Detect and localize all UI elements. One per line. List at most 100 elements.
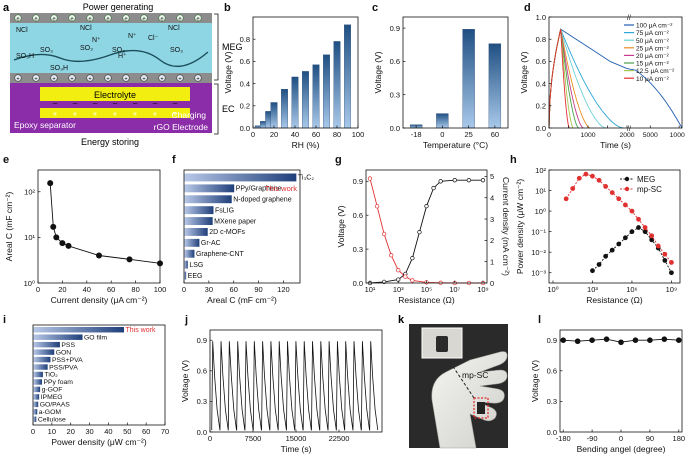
chart-f-bar	[184, 206, 214, 215]
plus-symbol: +	[73, 110, 78, 119]
electron-marker	[50, 14, 58, 22]
chart-e-point	[65, 242, 72, 249]
chart-d-legend-label: 12.5 μA cm⁻²	[636, 68, 675, 75]
chart-i-bar	[33, 416, 37, 422]
chart-g-voltage-line	[369, 179, 483, 284]
chart-i-bar	[33, 386, 41, 393]
chart-h-ytick-label: 10⁻²	[531, 248, 546, 257]
chart-g-xtick-label: 10³	[393, 285, 404, 294]
chart-h-point	[669, 260, 674, 265]
chart-c-xtick-label: -18	[411, 130, 422, 139]
chart-h-point	[609, 190, 615, 196]
chart-e-xtick-label: 20	[58, 285, 66, 294]
electron-symbol: e	[52, 16, 55, 22]
chart-i-xtick-label: 70	[161, 427, 169, 436]
electron-symbol: e	[16, 16, 19, 22]
chart-f-bar-label: LSG	[189, 262, 203, 269]
chart-b-xtick-label: 60	[312, 130, 320, 139]
glove-hand	[431, 351, 508, 449]
ion-label: SO₃H	[16, 53, 34, 60]
chart-i-bar	[33, 379, 42, 385]
chart-l-point	[661, 336, 668, 342]
chart-i-bar	[33, 356, 51, 363]
minus-symbol: −	[152, 99, 157, 109]
chart-g-xlabel: Resistance (Ω)	[398, 295, 455, 305]
chart-h-point	[596, 177, 602, 183]
chart-h-point	[622, 235, 628, 241]
chart-l-ytick-label: 0.9	[547, 336, 557, 345]
chart-e-point	[59, 240, 66, 247]
chart-e-point	[50, 223, 57, 230]
chart-h-point	[636, 216, 641, 222]
electron-symbol: e	[178, 16, 181, 22]
chart-h-point	[609, 247, 615, 253]
chart-e-point	[96, 252, 102, 259]
chart-f-xtick-label: 0	[182, 285, 186, 294]
chart-g-voltage-point	[466, 178, 472, 183]
chart-d-legend-label: 15 μA cm⁻²	[636, 61, 670, 68]
plus-symbol: +	[113, 110, 118, 119]
chart-d-legend-label: 20 μA cm⁻²	[636, 53, 670, 60]
plus-marker	[32, 74, 40, 82]
chart-g-voltage-point	[431, 185, 436, 191]
chart-f-bar-label: EEG	[188, 273, 203, 280]
chart-e-line	[49, 183, 161, 264]
chart-f-bar	[184, 271, 187, 280]
chart-l-xtick-label: -90	[587, 434, 598, 443]
chart-g-current-point	[374, 204, 380, 209]
ion-label: N⁺	[128, 32, 137, 40]
chart-h-point	[662, 258, 668, 263]
ion-label: SO₃	[170, 47, 183, 54]
chart-i-bar	[33, 341, 60, 348]
chart-d-ytick-label: 0.8	[536, 35, 546, 44]
chart-b-bar	[323, 54, 330, 129]
plus-symbol: +	[142, 77, 146, 83]
chart-h-xtick-label: 10³	[587, 285, 598, 294]
chart-g-xtick-label: 10⁹	[477, 285, 489, 294]
chart-f-xtick-label: 30	[205, 285, 213, 294]
chart-i-bar	[33, 349, 55, 355]
chart-b-ytick-label: 0.8	[240, 35, 250, 44]
device-highlight-box	[473, 397, 489, 419]
chart-i-bar	[33, 394, 40, 400]
chart-h-point	[622, 202, 628, 208]
plus-symbol: +	[70, 77, 74, 83]
chart-i-xtick-label: 30	[85, 427, 93, 436]
chart-f-bar	[184, 217, 213, 225]
chart-i-xtick-label: 40	[104, 427, 112, 436]
electron-marker	[194, 14, 202, 22]
ion-label: SO₃	[80, 45, 93, 52]
chart-h-ytick-label: 10²	[535, 166, 546, 175]
chart-d-xtick-label: 0	[547, 132, 551, 139]
chart-g-current-point	[381, 231, 387, 237]
chart-b-ytick-label: 0.4	[240, 79, 250, 88]
panel-k-photo: k mp-SC	[398, 314, 508, 449]
plus-symbol: +	[178, 77, 182, 83]
chart-h-xtick-label: 10⁶	[626, 285, 637, 294]
chart-h-legend-label: MEG	[637, 175, 655, 184]
chart-i-bar-label: g-GOF	[42, 387, 63, 394]
chart-d-ytick-label: 0.0	[536, 124, 546, 133]
chart-f-bar-label: Ti₃C₂	[298, 175, 314, 182]
chart-h-point	[629, 229, 635, 235]
panel-h-letter: h	[510, 154, 517, 166]
chart-h-frame	[548, 169, 681, 284]
chart-b-ytick-label: 0.0	[240, 124, 250, 133]
chart-h-point	[590, 173, 595, 179]
panel-g-letter: g	[335, 154, 342, 166]
plus-marker	[158, 74, 166, 82]
chart-e-ytick-label: 10²	[24, 188, 35, 197]
chart-b-xlabel: RH (%)	[292, 140, 320, 150]
minus-symbol: −	[132, 99, 137, 109]
minus-symbol: −	[92, 99, 97, 109]
chart-h-point	[576, 175, 582, 181]
chart-d-ytick-label: 0.2	[536, 102, 546, 111]
chart-h-point	[642, 229, 648, 235]
chart-g-current-point	[367, 176, 373, 181]
electron-marker	[86, 14, 94, 22]
chart-h-point	[669, 270, 674, 276]
energy-storing-caption: Energy storing	[81, 137, 139, 147]
ion-label: NCl	[16, 27, 28, 34]
chart-b-xtick-label: 20	[270, 130, 278, 139]
